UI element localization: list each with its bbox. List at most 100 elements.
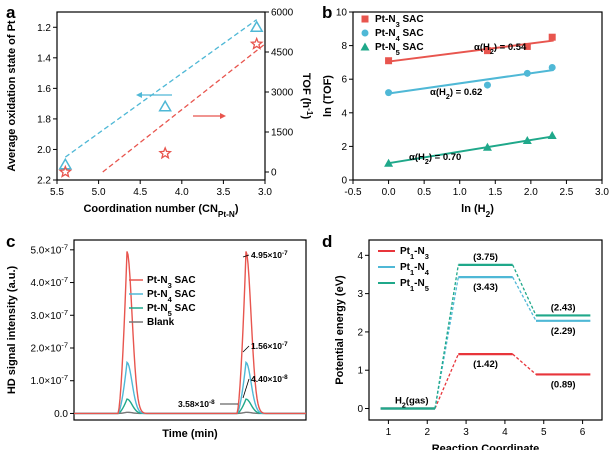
peak-annotation-c: 1.56×10-7 — [251, 341, 288, 352]
tof-fit-line — [102, 43, 266, 173]
panel-d: d 1 2 3 4 5 6 0 1 2 3 4 Reaction Coordinate Potential… — [322, 232, 603, 450]
y-tick-label-c: 0.0 — [54, 409, 68, 420]
tof-point — [249, 36, 264, 50]
data-point-b — [385, 57, 393, 65]
x-axis-label-d: Reaction Coordinate — [432, 443, 540, 450]
oxidation-point — [249, 20, 264, 33]
y-tick-label-d: 1 — [357, 366, 363, 377]
y-tick-label-c: 4.0×10-7 — [30, 275, 68, 290]
x-tick-label-d: 3 — [463, 427, 469, 438]
x-tick-label-a: 4.5 — [133, 187, 147, 198]
oxidation-point — [58, 157, 73, 170]
x-axis-label-c: Time (min) — [162, 428, 218, 440]
oxidation-arrowhead — [136, 92, 142, 98]
x-tick-label-b: 1.5 — [488, 187, 502, 198]
x-tick-label-a: 3.5 — [216, 187, 230, 198]
x-tick-label-d: 6 — [580, 427, 586, 438]
transition-line-d — [434, 264, 459, 409]
data-point-b — [483, 47, 491, 55]
transition-line-d — [512, 264, 537, 316]
y-tick-label-c: 2.0×10-7 — [30, 340, 68, 355]
y-tick-label-c: 1.0×10-7 — [30, 373, 68, 388]
slope-annotation-b: α(H2) = 0.70 — [409, 152, 461, 166]
peak-annotation-c: 4.40×10-8 — [251, 374, 288, 385]
legend-label-d: Pt1-N3 — [400, 246, 429, 261]
x-tick-label-d: 2 — [424, 427, 430, 438]
annotation-leader — [242, 345, 250, 353]
panel-b: b -0.5 0.0 0.5 1.0 1.5 2.0 2.5 3.0 0 2 4 6 8 10 ln (H2)… — [322, 3, 609, 219]
legend-label-c: Pt-N5 SAC — [147, 303, 196, 318]
energy-annotation-d: (2.29) — [551, 326, 576, 337]
y-tick-label-b: 10 — [336, 8, 348, 19]
x-tick-label-d: 4 — [502, 427, 508, 438]
x-tick-label-b: 0.0 — [382, 187, 396, 198]
legend-label-b: Pt-N5 SAC — [375, 42, 424, 57]
y-axis-label-d: Potential energy (eV) — [334, 275, 346, 385]
data-point-b — [547, 130, 557, 139]
y-tick-label-b: 4 — [341, 108, 347, 119]
energy-annotation-d: (0.89) — [551, 379, 576, 390]
y-tick-label-b: 6 — [341, 75, 347, 86]
tof-arrowhead — [220, 113, 226, 119]
x-tick-label-b: 3.0 — [595, 187, 609, 198]
y-tick-label-d: 0 — [357, 404, 363, 415]
legend-label-c: Pt-N4 SAC — [147, 289, 196, 304]
data-point-b — [482, 142, 492, 151]
y2-tick-label-a: 3000 — [271, 88, 294, 99]
y-tick-label-a: 1.4 — [37, 53, 51, 64]
y2-axis-label-a: TOF (h-1) — [300, 73, 315, 120]
y-axis-label-a: Average oxidation state of Pt — [6, 20, 18, 172]
plot-frame-b — [352, 11, 603, 181]
data-point-b — [522, 136, 532, 145]
plot-frame-a — [56, 11, 266, 181]
x-tick-label-b: 2.0 — [524, 187, 538, 198]
tof-point — [58, 164, 73, 178]
y-tick-label-b: 0 — [341, 176, 347, 187]
plot-frame-d — [368, 239, 603, 421]
y-axis-label-c: HD signal intensity (a.u.) — [6, 265, 18, 394]
x-tick-label-b: 2.5 — [559, 187, 573, 198]
y2-tick-label-a: 0 — [271, 168, 277, 179]
data-point-b — [483, 81, 491, 89]
legend-label-d: Pt1-N4 — [400, 262, 430, 277]
y-tick-label-d: 2 — [357, 327, 363, 338]
y-tick-label-a: 1.2 — [37, 23, 51, 34]
y-axis-label-b: ln (TOF) — [322, 75, 334, 117]
data-point-b — [523, 69, 531, 77]
y-tick-label-c: 5.0×10-7 — [30, 242, 68, 257]
legend-marker-b — [360, 42, 370, 51]
transition-line-d — [512, 353, 537, 375]
panel-label-b: b — [322, 3, 332, 22]
plot-frame-c — [73, 239, 307, 421]
y-tick-label-d: 4 — [357, 251, 363, 262]
data-point-b — [548, 63, 556, 71]
peak-annotation-c: 4.95×10-7 — [251, 250, 288, 261]
legend-label-b: Pt-N4 SAC — [375, 28, 424, 43]
peak-annotation-c: 3.58×10-8 — [178, 399, 215, 410]
x-tick-label-d: 5 — [541, 427, 547, 438]
y-tick-label-d: 3 — [357, 289, 363, 300]
data-point-b — [523, 42, 531, 50]
x-tick-label-b: -0.5 — [344, 187, 362, 198]
panel-a: a 5.5 5.0 4.5 4.0 3.5 3.0 1.2 1.4 1.6 1.8 2.0 2.2 0 15… — [6, 3, 315, 219]
x-axis-label-b: ln (H2) — [461, 203, 494, 219]
energy-annotation-d: (3.43) — [473, 282, 498, 293]
panel-c: c 0.0 1.0×10-7 2.0×10-7 3.0×10-7 4.0×10-7 5.0×… — [6, 232, 307, 440]
data-point-b — [384, 158, 394, 167]
x-tick-label-a: 4.0 — [175, 187, 189, 198]
data-point-b — [385, 89, 393, 97]
annotation-leader — [242, 254, 250, 258]
tof-point — [158, 146, 173, 160]
panel-label-c: c — [6, 232, 15, 251]
y-tick-label-a: 2.2 — [37, 176, 51, 187]
legend-label-b: Pt-N3 SAC — [375, 14, 424, 29]
x-tick-label-a: 3.0 — [258, 187, 272, 198]
energy-annotation-d: (3.75) — [473, 252, 498, 263]
hd-signal-line — [74, 251, 306, 415]
energy-annotation-d: (1.42) — [473, 359, 498, 370]
slope-annotation-b: α(H2) = 0.62 — [430, 87, 482, 101]
y-tick-label-c: 3.0×10-7 — [30, 307, 68, 322]
x-tick-label-d: 1 — [386, 427, 392, 438]
y-tick-label-a: 1.8 — [37, 114, 51, 125]
